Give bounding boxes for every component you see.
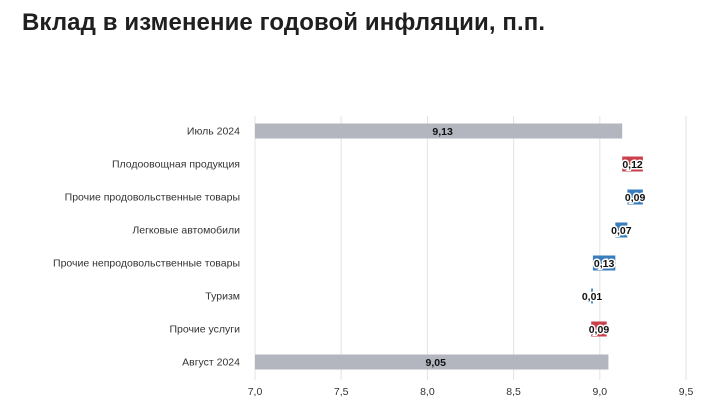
value-label: 0,12: [622, 159, 643, 171]
category-label: Прочие продовольственные товары: [65, 192, 240, 204]
category-label: Прочие услуги: [169, 324, 240, 336]
category-label: Прочие непродовольственные товары: [53, 258, 240, 270]
x-tick-label: 8,5: [506, 386, 521, 398]
x-tick-label: 9,0: [592, 386, 607, 398]
category-label: Июль 2024: [187, 126, 240, 138]
value-label: 0,09: [625, 192, 646, 204]
total-bar: [255, 123, 623, 139]
category-label: Легковые автомобили: [132, 225, 240, 237]
value-label: 0,09: [589, 324, 610, 336]
value-label: 9,13: [432, 126, 453, 138]
increase-bar: [622, 156, 643, 172]
x-tick-label: 9,5: [679, 386, 694, 398]
value-labels: 9,13 0,12 0,09 0,07 0,13 0,01 0,09 9,05: [425, 126, 647, 369]
total-bar: [255, 354, 609, 370]
value-label: 9,05: [425, 357, 446, 369]
decrease-bar: [627, 189, 643, 205]
grid-lines: [254, 116, 687, 380]
x-tick-label: 7,5: [334, 386, 349, 398]
x-axis-ticks: 7,0 7,5 8,0 8,5 9,0 9,5: [248, 386, 694, 398]
value-label: 0,13: [594, 258, 615, 270]
decrease-bar: [592, 255, 616, 271]
bars-group: [255, 123, 643, 370]
value-label: 0,07: [611, 225, 632, 237]
category-labels: Июль 2024 Плодоовощная продукция Прочие пр…: [53, 126, 240, 369]
decrease-bar: [615, 222, 628, 238]
decrease-bar: [591, 288, 593, 304]
x-tick-label: 8,0: [420, 386, 435, 398]
increase-bar: [591, 321, 607, 337]
category-label: Август 2024: [182, 357, 240, 369]
category-label: Плодоовощная продукция: [112, 159, 240, 171]
category-label: Туризм: [205, 291, 240, 303]
x-tick-label: 7,0: [248, 386, 263, 398]
value-label: 0,01: [582, 291, 603, 303]
chart-title: Вклад в изменение годовой инфляции, п.п.: [22, 9, 546, 36]
